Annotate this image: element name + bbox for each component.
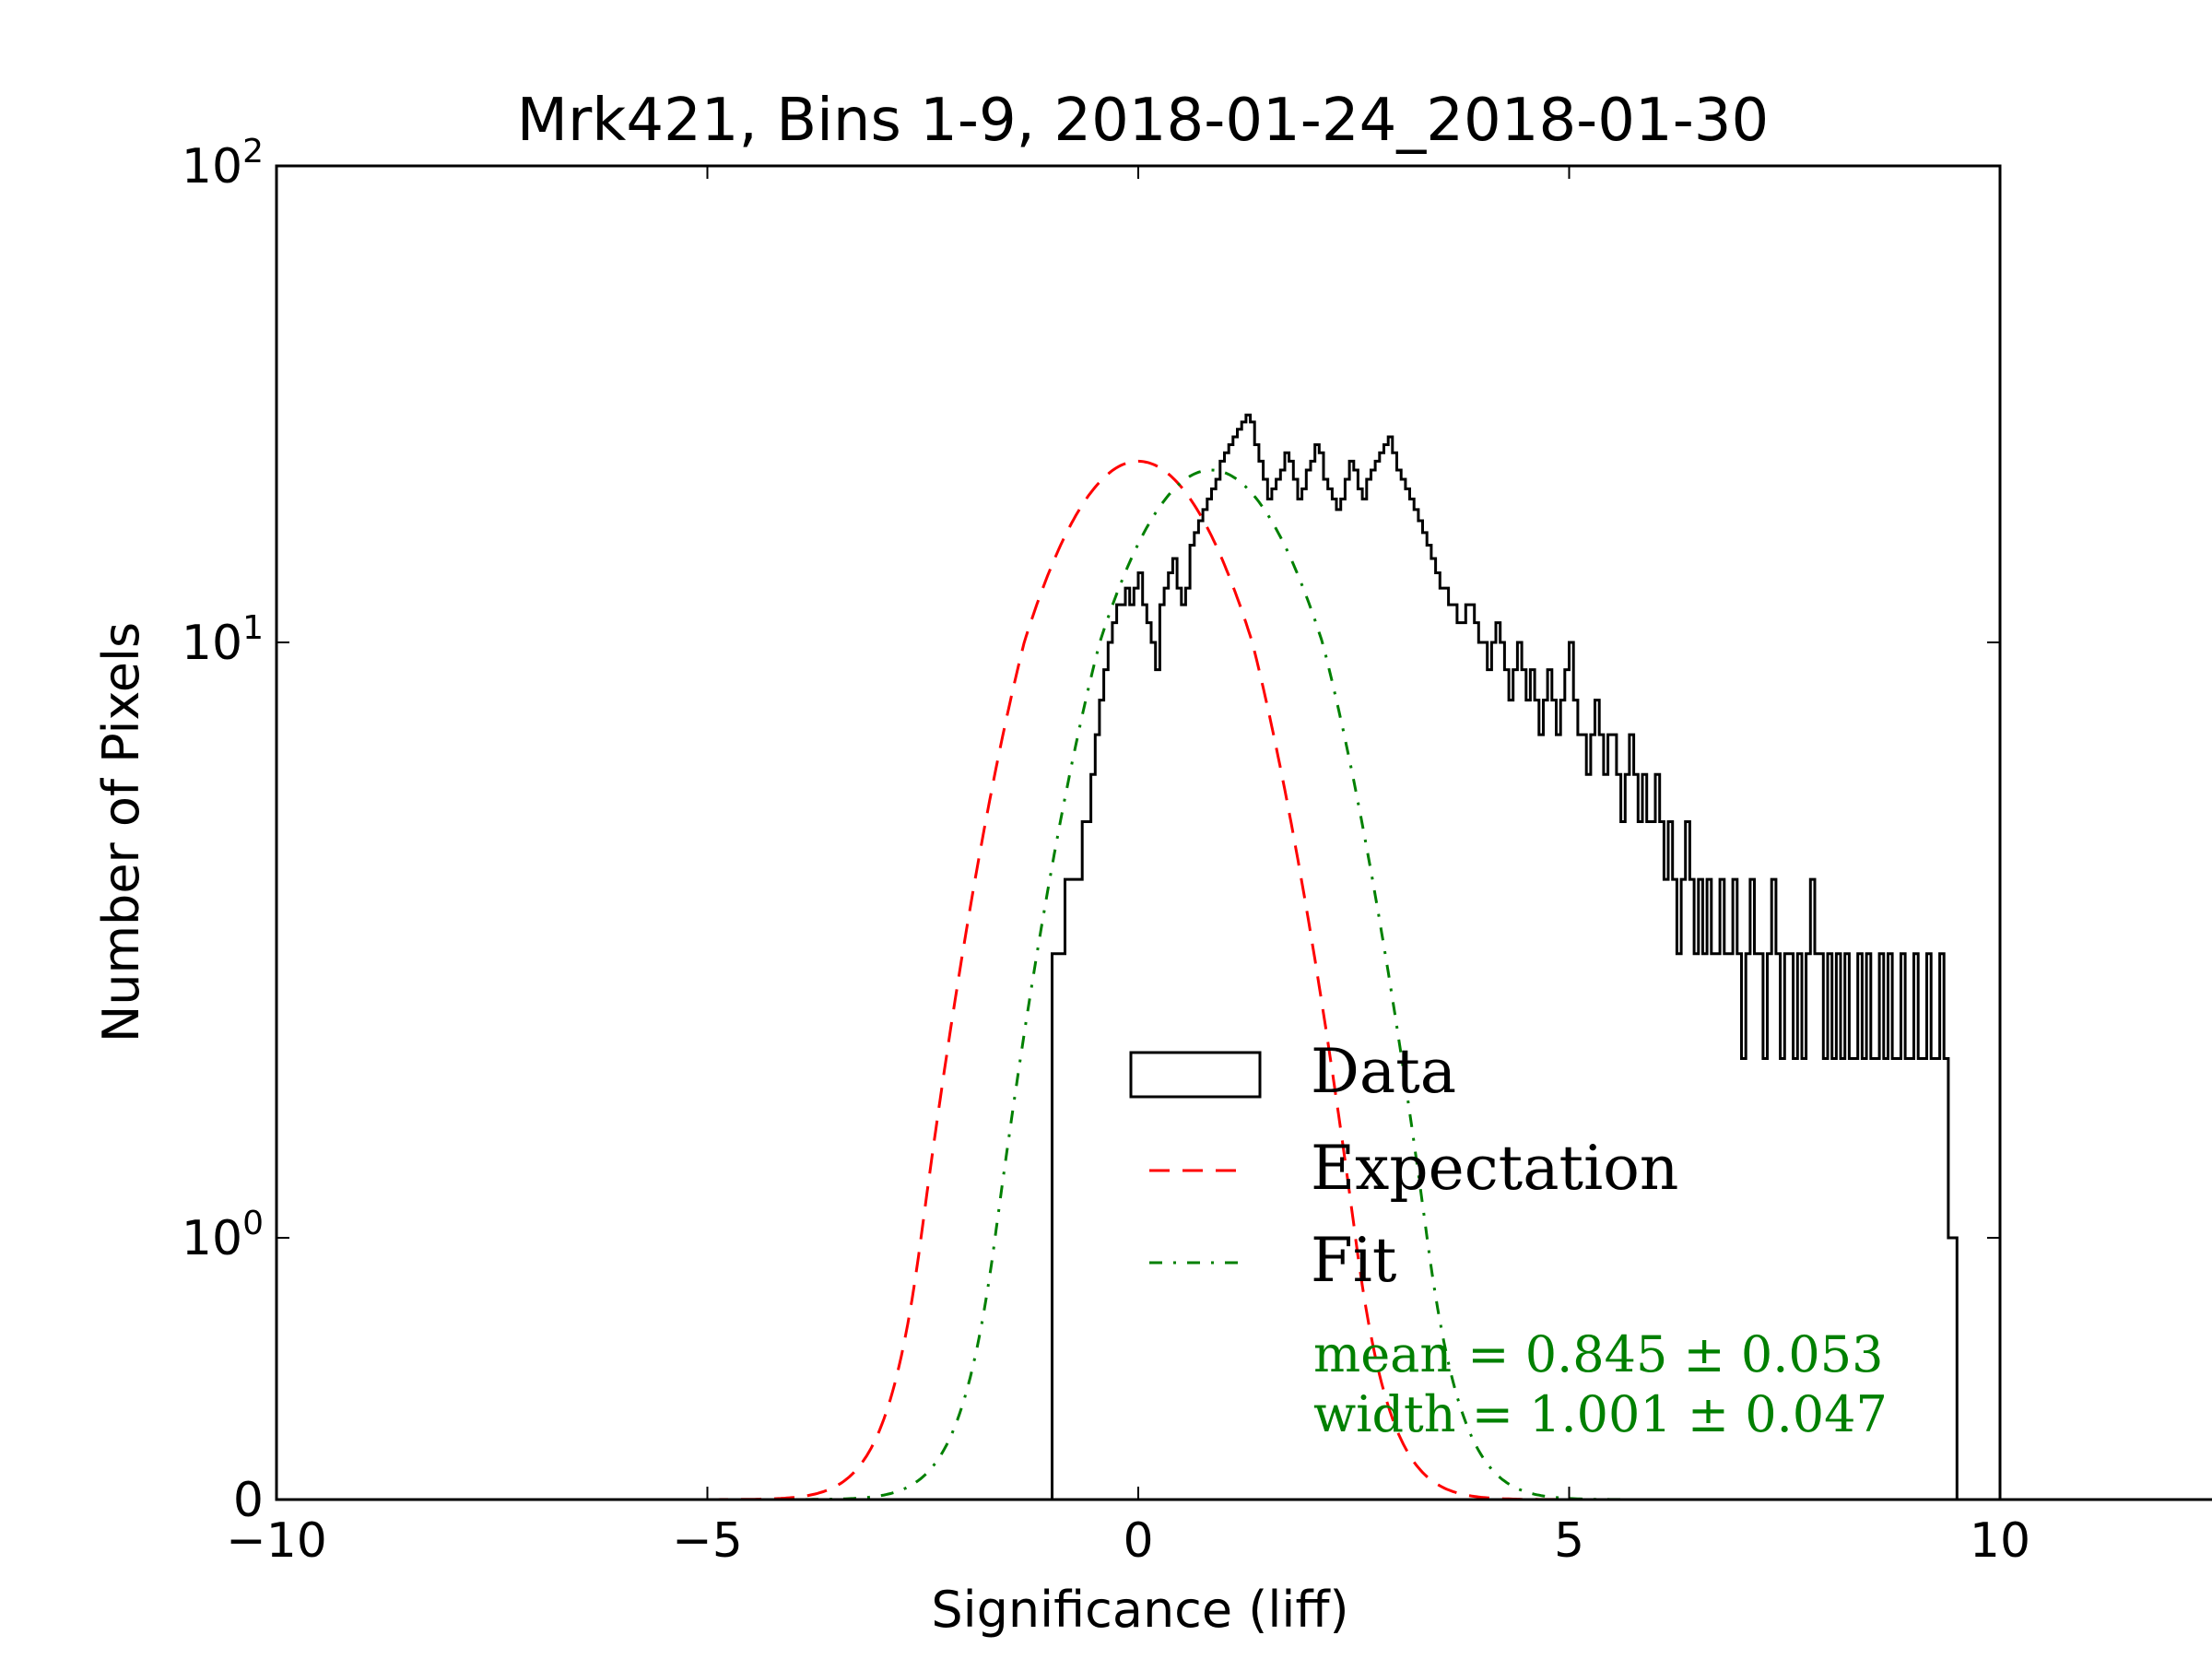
- fit-width-annotation: width = 1.001 ± 0.047: [1313, 1385, 1888, 1443]
- histogram-bin: [1905, 1059, 1910, 1500]
- histogram-bin: [1172, 559, 1177, 1500]
- histogram-bin: [1229, 445, 1233, 1500]
- histogram-bin: [1108, 642, 1112, 1500]
- histogram-bin: [1177, 588, 1182, 1500]
- histogram-bin: [1251, 422, 1255, 1500]
- x-axis-label: Significance (liff): [931, 1581, 1348, 1639]
- histogram-bin: [1272, 488, 1277, 1500]
- histogram-bin: [1936, 1059, 1940, 1500]
- y-axis-label: Number of Pixels: [92, 622, 150, 1042]
- histogram-bin: [1280, 470, 1285, 1500]
- histogram-bin: [1241, 422, 1246, 1500]
- x-tick-label: 10: [1970, 1513, 2030, 1569]
- histogram-bin: [1056, 954, 1061, 1500]
- histogram-bin: [1246, 415, 1251, 1500]
- histogram-bin: [1293, 479, 1298, 1500]
- histogram-bin: [1091, 774, 1096, 1500]
- histogram-bin: [1948, 1238, 1953, 1500]
- x-tick-label: −5: [672, 1513, 743, 1569]
- histogram-bin: [1185, 588, 1190, 1500]
- histogram-bin: [1121, 605, 1125, 1500]
- histogram-bin: [1164, 588, 1169, 1500]
- histogram-bin: [1078, 879, 1083, 1500]
- histogram-bin: [1910, 1059, 1914, 1500]
- histogram-bin: [1203, 510, 1207, 1500]
- fit-mean-annotation: mean = 0.845 ± 0.053: [1313, 1325, 1883, 1383]
- histogram-bin: [1277, 479, 1281, 1500]
- histogram-bin: [1897, 1059, 1901, 1500]
- histogram-bin: [1918, 1059, 1923, 1500]
- histogram-bin: [1095, 735, 1100, 1500]
- histogram-bin: [1112, 623, 1117, 1500]
- histogram-bin: [1306, 470, 1311, 1500]
- histogram-bin: [1117, 605, 1122, 1500]
- histogram-bin: [1190, 546, 1194, 1500]
- histogram-bin: [1061, 954, 1065, 1500]
- histogram-bin: [1100, 700, 1104, 1500]
- histogram-bin: [1069, 879, 1074, 1500]
- x-tick-label: 0: [1123, 1513, 1153, 1569]
- histogram-bin: [1238, 429, 1242, 1500]
- legend-data-swatch: [1131, 1053, 1260, 1097]
- histogram-bin: [1298, 499, 1302, 1500]
- histogram-bin: [1065, 879, 1070, 1500]
- x-tick-label: 5: [1554, 1513, 1584, 1569]
- histogram-bin: [1125, 588, 1130, 1500]
- histogram-bin: [1194, 533, 1199, 1500]
- histogram-bin: [1220, 461, 1225, 1500]
- histogram-bin: [1134, 588, 1138, 1500]
- histogram-bin: [1302, 488, 1307, 1500]
- y-tick-label: 0: [233, 1473, 264, 1528]
- histogram-bin: [1104, 670, 1109, 1500]
- histogram-bin: [1892, 1059, 1897, 1500]
- histogram-bin: [1285, 453, 1289, 1500]
- chart-title: Mrk421, Bins 1-9, 2018-01-24_2018-01-30: [517, 87, 1769, 155]
- histogram-bin: [1267, 499, 1272, 1500]
- histogram-chart: Mrk421, Bins 1-9, 2018-01-24_2018-01-30 …: [0, 0, 2212, 1659]
- histogram-bin: [1216, 479, 1220, 1500]
- legend-fit-label: Fit: [1311, 1225, 1396, 1296]
- histogram-bin: [1264, 479, 1268, 1500]
- histogram-bin: [1233, 437, 1238, 1500]
- histogram-bin: [1225, 453, 1230, 1500]
- histogram-bin: [1207, 499, 1212, 1500]
- histogram-bin: [1923, 1059, 1927, 1500]
- histogram-bin: [1198, 521, 1203, 1500]
- histogram-bin: [1082, 822, 1087, 1500]
- histogram-bin: [1074, 879, 1078, 1500]
- histogram-bin: [1169, 573, 1173, 1500]
- legend-data-label: Data: [1311, 1036, 1456, 1107]
- histogram-bin: [1931, 1059, 1936, 1500]
- histogram-bin: [1289, 461, 1294, 1500]
- histogram-bin: [1259, 461, 1264, 1500]
- histogram-bin: [1087, 822, 1091, 1500]
- legend-expectation-label: Expectation: [1311, 1133, 1678, 1204]
- histogram-bin: [1212, 488, 1217, 1500]
- histogram-bin: [1138, 573, 1143, 1500]
- histogram-bin: [1254, 445, 1259, 1500]
